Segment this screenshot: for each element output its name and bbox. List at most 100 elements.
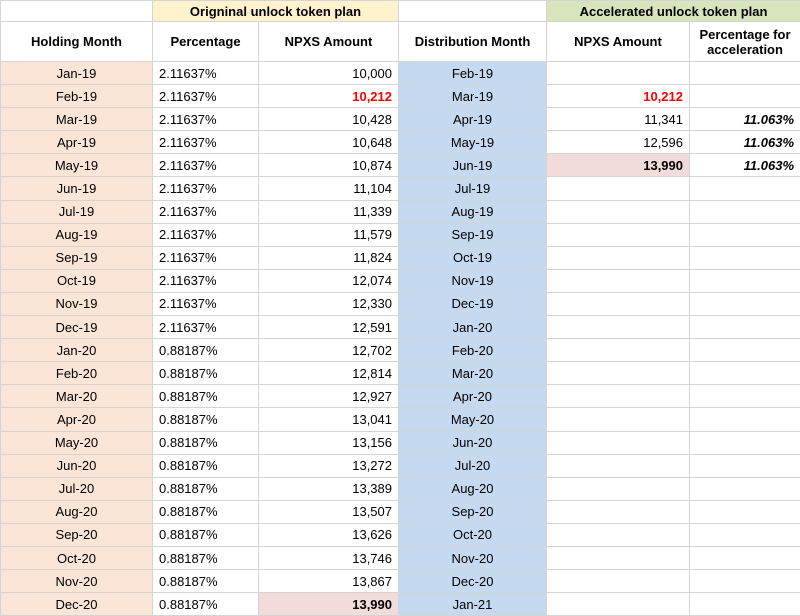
distribution-month-cell: Mar-19 [398,84,547,109]
acceleration-percentage-cell: 11.063% [689,130,800,155]
table-row: Jun-20 0.88187% 13,272 Jul-20 [0,453,800,478]
accelerated-npxs-amount-cell [546,361,690,386]
accelerated-npxs-amount-header: NPXS Amount [546,21,690,62]
percentage-cell: 0.88187% [152,338,259,363]
table-row: Jul-20 0.88187% 13,389 Aug-20 [0,476,800,501]
table-row: Jul-19 2.11637% 11,339 Aug-19 [0,199,800,224]
accelerated-npxs-amount-cell: 13,990 [546,153,690,178]
distribution-month-cell: Feb-20 [398,338,547,363]
percentage-cell: 0.88187% [152,384,259,409]
holding-month-cell: Mar-20 [0,384,153,409]
npxs-amount-cell: 12,814 [258,361,399,386]
percentage-cell: 2.11637% [152,176,259,201]
accelerated-npxs-amount-cell [546,499,690,524]
npxs-amount-cell: 12,927 [258,384,399,409]
acceleration-percentage-cell [689,453,800,478]
accelerated-npxs-amount-cell: 11,341 [546,107,690,132]
percentage-cell: 0.88187% [152,361,259,386]
table-row: Feb-20 0.88187% 12,814 Mar-20 [0,361,800,386]
npxs-amount-cell: 13,507 [258,499,399,524]
npxs-amount-cell: 10,874 [258,153,399,178]
accelerated-npxs-amount-cell: 12,596 [546,130,690,155]
percentage-cell: 2.11637% [152,107,259,132]
percentage-cell: 0.88187% [152,453,259,478]
accelerated-npxs-amount-cell [546,430,690,455]
acceleration-percentage-cell [689,199,800,224]
accelerated-npxs-amount-cell [546,384,690,409]
distribution-month-cell: Dec-19 [398,291,547,317]
percentage-cell: 0.88187% [152,569,259,594]
npxs-amount-cell: 11,579 [258,222,399,247]
accelerated-npxs-amount-cell [546,245,690,270]
holding-month-header: Holding Month [0,21,153,62]
percentage-cell: 2.11637% [152,315,259,340]
acceleration-percentage-cell [689,338,800,363]
acceleration-percentage-cell [689,592,800,616]
npxs-amount-cell: 12,591 [258,315,399,340]
holding-month-cell: Jun-20 [0,453,153,478]
table-row: Jun-19 2.11637% 11,104 Jul-19 [0,176,800,201]
table-row: Oct-20 0.88187% 13,746 Nov-20 [0,545,800,571]
accelerated-npxs-amount-cell: 10,212 [546,84,690,109]
percentage-cell: 0.88187% [152,545,259,571]
holding-month-cell: Sep-19 [0,245,153,270]
npxs-amount-cell: 13,041 [258,407,399,432]
percentage-cell: 2.11637% [152,291,259,317]
holding-month-cell: Aug-20 [0,499,153,524]
distribution-month-cell: Nov-20 [398,545,547,571]
accelerated-npxs-amount-cell [546,291,690,317]
distribution-month-cell: Nov-19 [398,268,547,293]
table-row: Jan-19 2.11637% 10,000 Feb-19 [0,60,800,86]
acceleration-percentage-cell [689,222,800,247]
table-row: Mar-20 0.88187% 12,927 Apr-20 [0,384,800,409]
acceleration-percentage-cell [689,176,800,201]
distribution-month-cell: Dec-20 [398,569,547,594]
npxs-amount-cell: 13,867 [258,569,399,594]
empty-cell [0,0,153,22]
table-row: Feb-19 2.11637% 10,212 Mar-19 10,212 [0,84,800,109]
holding-month-cell: Jul-20 [0,476,153,501]
npxs-amount-cell: 10,212 [258,84,399,109]
accelerated-npxs-amount-cell [546,176,690,201]
percentage-cell: 2.11637% [152,84,259,109]
holding-month-cell: Oct-20 [0,545,153,571]
npxs-amount-cell: 11,104 [258,176,399,201]
percentage-cell: 0.88187% [152,407,259,432]
acceleration-percentage-cell: 11.063% [689,153,800,178]
table-row: Sep-19 2.11637% 11,824 Oct-19 [0,245,800,270]
table-row: Oct-19 2.11637% 12,074 Nov-19 [0,268,800,293]
distribution-month-cell: May-19 [398,130,547,155]
npxs-amount-cell: 12,330 [258,291,399,317]
original-plan-header: Origninal unlock token plan [152,0,399,22]
holding-month-cell: Oct-19 [0,268,153,293]
percentage-cell: 2.11637% [152,199,259,224]
table-row: Sep-20 0.88187% 13,626 Oct-20 [0,522,800,547]
acceleration-percentage-cell [689,522,800,547]
percentage-cell: 2.11637% [152,245,259,270]
distribution-month-cell: Apr-20 [398,384,547,409]
empty-cell [398,0,547,22]
acceleration-percentage-cell [689,545,800,571]
distribution-month-cell: Feb-19 [398,60,547,86]
acceleration-percentage-cell [689,60,800,86]
distribution-month-cell: Jun-19 [398,153,547,178]
table-row: Mar-19 2.11637% 10,428 Apr-19 11,341 11.063% [0,107,800,132]
holding-month-cell: Aug-19 [0,222,153,247]
percentage-cell: 0.88187% [152,430,259,455]
acceleration-percentage-cell [689,407,800,432]
acceleration-percentage-cell [689,245,800,270]
acceleration-percentage-cell [689,430,800,455]
accelerated-npxs-amount-cell [546,569,690,594]
acceleration-percentage-cell: 11.063% [689,107,800,132]
holding-month-cell: Nov-19 [0,291,153,317]
acceleration-percentage-cell [689,361,800,386]
accelerated-npxs-amount-cell [546,545,690,571]
table-row: Aug-20 0.88187% 13,507 Sep-20 [0,499,800,524]
holding-month-cell: May-19 [0,153,153,178]
percentage-cell: 2.11637% [152,130,259,155]
npxs-amount-cell: 10,648 [258,130,399,155]
distribution-month-cell: Oct-20 [398,522,547,547]
npxs-amount-cell: 10,428 [258,107,399,132]
accelerated-npxs-amount-cell [546,222,690,247]
distribution-month-cell: Oct-19 [398,245,547,270]
